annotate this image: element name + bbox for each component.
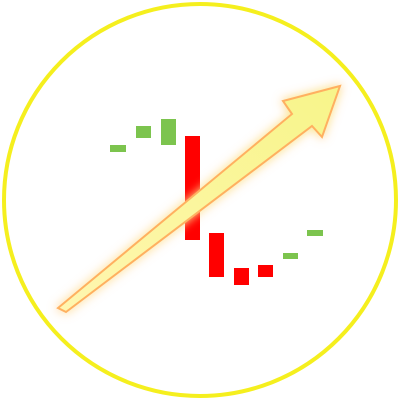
candle-1 <box>110 145 126 152</box>
candle-9 <box>307 230 323 236</box>
candlestick-group <box>110 119 323 285</box>
candle-5 <box>209 233 224 277</box>
candle-4 <box>185 136 200 240</box>
candle-2 <box>136 126 151 138</box>
candle-3 <box>161 119 176 145</box>
candle-8 <box>283 253 298 259</box>
candle-7 <box>258 265 273 277</box>
up-trend-arrow <box>56 84 342 314</box>
candle-6 <box>234 268 249 285</box>
